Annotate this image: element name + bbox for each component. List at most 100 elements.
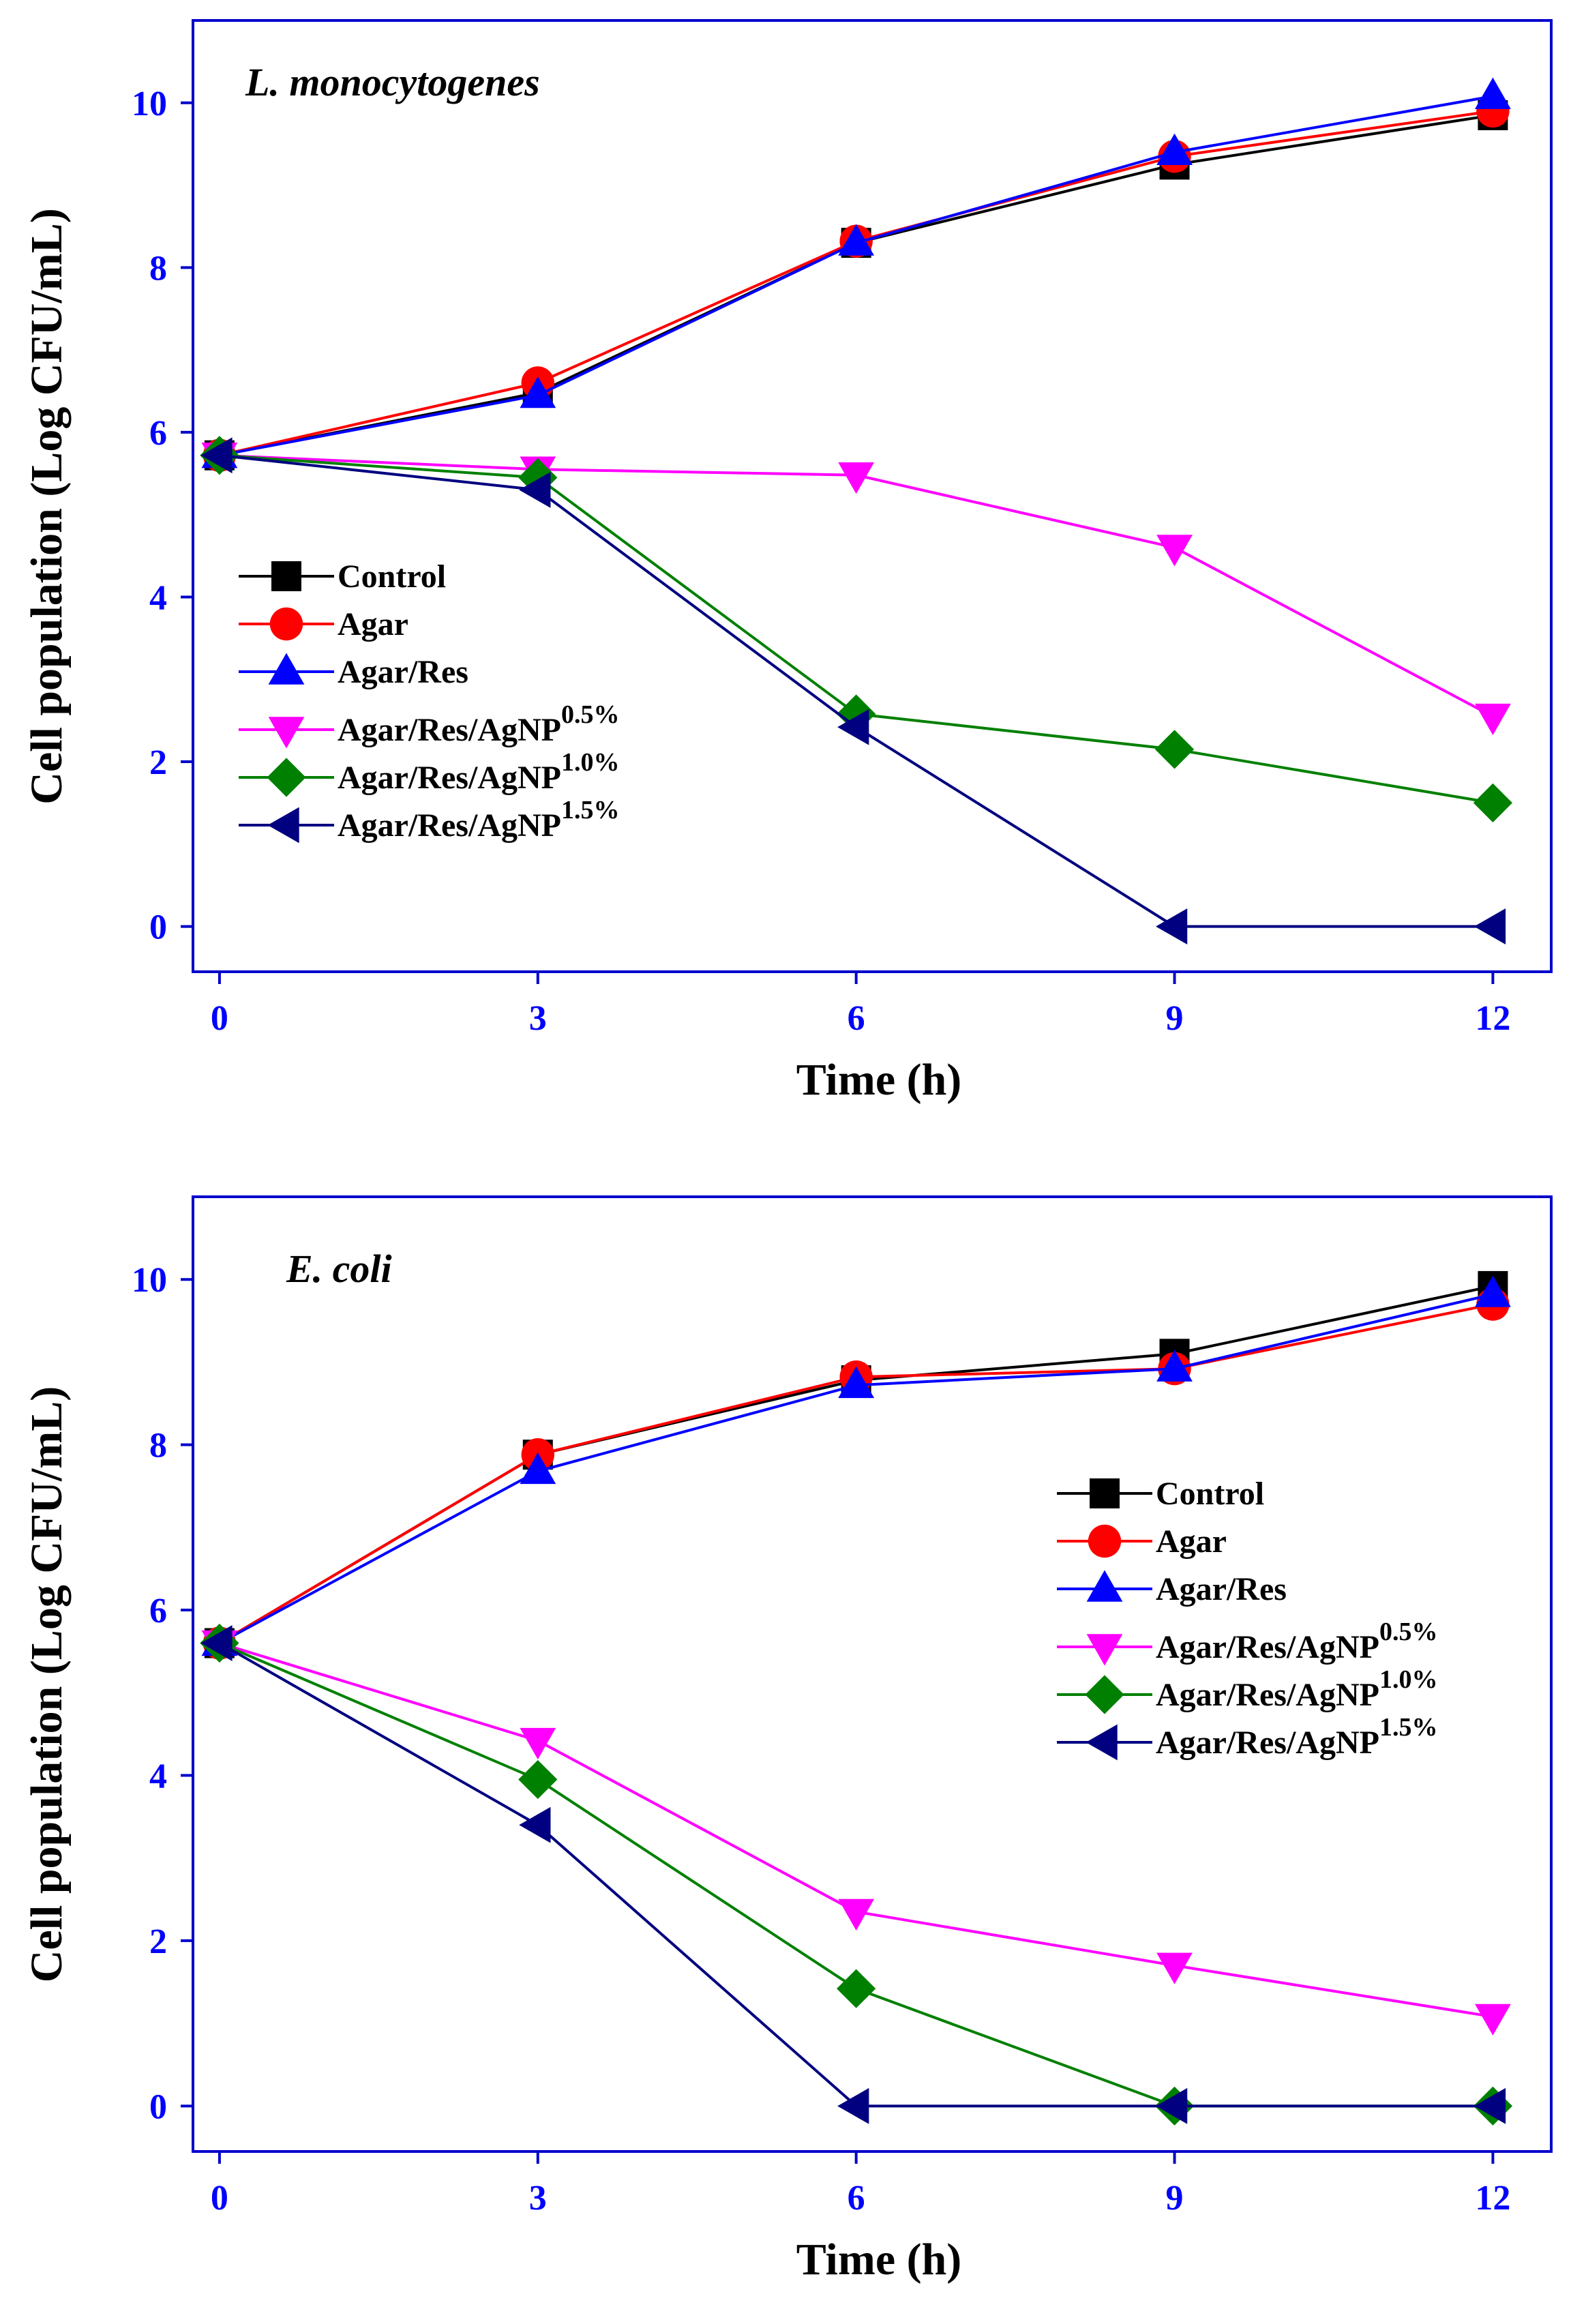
y-tick-label: 8 — [149, 249, 167, 288]
data-point — [1473, 2087, 1506, 2124]
series-line — [219, 109, 1493, 457]
legend-item: Agar/Res — [239, 653, 468, 690]
legend-item: Agar/Res/AgNP1.5% — [1057, 1713, 1437, 1761]
legend-marker — [267, 807, 299, 844]
data-point — [519, 1806, 551, 1843]
legend-label-superscript: 1.5% — [1379, 1713, 1438, 1742]
legend-item: Control — [239, 558, 446, 595]
series-line — [219, 453, 1493, 928]
legend-item: Agar/Res/AgNP1.0% — [239, 748, 619, 797]
data-point — [1473, 783, 1513, 823]
series-line — [218, 1302, 1493, 1645]
x-tick-label: 9 — [1166, 2179, 1184, 2218]
data-point — [838, 224, 875, 256]
legend-item: Agar/Res — [1057, 1570, 1287, 1607]
legend-label: Agar — [1156, 1523, 1227, 1560]
data-point — [838, 462, 875, 494]
legend-marker — [1090, 1478, 1120, 1508]
legend-item: Agar — [239, 606, 408, 642]
y-axis-label: Cell population (Log CFU/mL) — [22, 1386, 72, 1983]
data-point — [838, 1366, 875, 1399]
series-line — [219, 453, 1493, 805]
data-point — [837, 709, 869, 745]
legend-label: Agar/Res — [1156, 1571, 1287, 1607]
data-point — [1156, 535, 1193, 567]
y-tick-label: 4 — [149, 578, 167, 617]
legend-item: Agar/Res/AgNP1.0% — [1057, 1665, 1437, 1714]
legend-item: Agar — [1057, 1523, 1227, 1560]
legend-label: Agar/Res/AgNP0.5% — [1156, 1618, 1437, 1665]
legend-marker — [268, 653, 305, 685]
series-6 — [200, 1625, 1506, 2124]
data-point — [200, 437, 233, 474]
series-1 — [204, 1270, 1508, 1658]
series-2 — [203, 94, 1510, 472]
data-point — [1475, 703, 1511, 736]
y-tick-label: 4 — [149, 1757, 167, 1796]
x-tick-label: 9 — [1166, 999, 1184, 1038]
legend-label-superscript: 0.5% — [1379, 1618, 1438, 1646]
data-point — [520, 1727, 556, 1760]
legend-marker — [268, 717, 305, 749]
legend-label: Agar/Res/AgNP1.0% — [338, 748, 619, 796]
x-tick-label: 12 — [1475, 2179, 1510, 2218]
legend-label: Agar/Res/AgNP1.5% — [1156, 1713, 1437, 1761]
y-tick-label: 2 — [149, 1922, 167, 1961]
x-tick-label: 6 — [848, 2179, 865, 2218]
data-point — [1156, 908, 1188, 944]
data-point — [518, 458, 558, 497]
data-point — [1154, 730, 1195, 769]
legend-label: Agar/Res/AgNP1.5% — [338, 796, 619, 844]
legend-marker — [1086, 1570, 1123, 1602]
y-axis-label: Cell population (Log CFU/mL) — [22, 208, 72, 805]
data-point — [838, 1898, 875, 1931]
legend-marker — [1088, 1524, 1122, 1558]
data-point — [1475, 2003, 1511, 2036]
legend-marker — [1086, 1724, 1118, 1761]
data-point — [520, 1452, 556, 1485]
x-tick-label: 0 — [211, 2179, 228, 2218]
chart-panel-1: 0 3 6 9 12 0 2 4 6 8 10 Time (h) Cell population (Lo… — [22, 19, 1553, 1105]
plot-frame — [192, 19, 1553, 973]
chart-title: E. coli — [286, 1247, 392, 1291]
legend-label: Agar/Res/AgNP0.5% — [338, 700, 619, 748]
legend-label: Agar/Res/AgNP1.0% — [1156, 1665, 1437, 1713]
x-tick-label: 0 — [211, 999, 228, 1038]
series-line — [218, 1293, 1493, 1645]
y-tick-label: 8 — [149, 1427, 167, 1465]
data-point — [1156, 1952, 1193, 1984]
x-tick-label: 3 — [529, 2179, 547, 2218]
series-4 — [201, 1630, 1511, 2036]
legend-item: Agar/Res/AgNP0.5% — [239, 700, 619, 749]
data-point — [1156, 2087, 1188, 2124]
legend: ControlAgarAgar/ResAgar/Res/AgNP0.5%Agar… — [239, 558, 619, 844]
data-point — [1475, 77, 1511, 109]
legend-marker — [1086, 1634, 1123, 1666]
data-point — [837, 2087, 869, 2124]
series-3 — [201, 1275, 1511, 1656]
x-axis-label: Time (h) — [796, 2235, 962, 2284]
legend-marker — [267, 758, 306, 797]
y-tick-label: 6 — [149, 414, 167, 453]
legend-label: Agar — [338, 606, 408, 642]
legend: ControlAgarAgar/ResAgar/Res/AgNP0.5%Agar… — [1057, 1476, 1437, 1761]
legend-marker — [269, 607, 303, 641]
series-6 — [200, 437, 1506, 944]
legend-label: Agar/Res — [338, 654, 468, 690]
x-tick-label: 12 — [1475, 999, 1510, 1038]
legend-label: Control — [1156, 1476, 1264, 1512]
y-tick-label: 0 — [149, 2087, 167, 2126]
data-point — [837, 1969, 876, 2008]
y-tick-label: 10 — [132, 85, 167, 123]
legend-label-superscript: 1.0% — [1379, 1665, 1438, 1694]
x-tick-label: 3 — [529, 999, 547, 1038]
legend-item: Control — [1057, 1476, 1264, 1512]
legend-item: Agar/Res/AgNP0.5% — [1057, 1618, 1437, 1666]
data-point — [1156, 1350, 1193, 1382]
x-tick-label: 6 — [848, 999, 865, 1038]
series-2 — [203, 1287, 1510, 1660]
chart-panel-2: 0 3 6 9 12 0 2 4 6 8 10 Time (h) Cell population (Lo… — [22, 1195, 1553, 2284]
legend-marker — [271, 561, 301, 591]
data-point — [520, 376, 556, 408]
